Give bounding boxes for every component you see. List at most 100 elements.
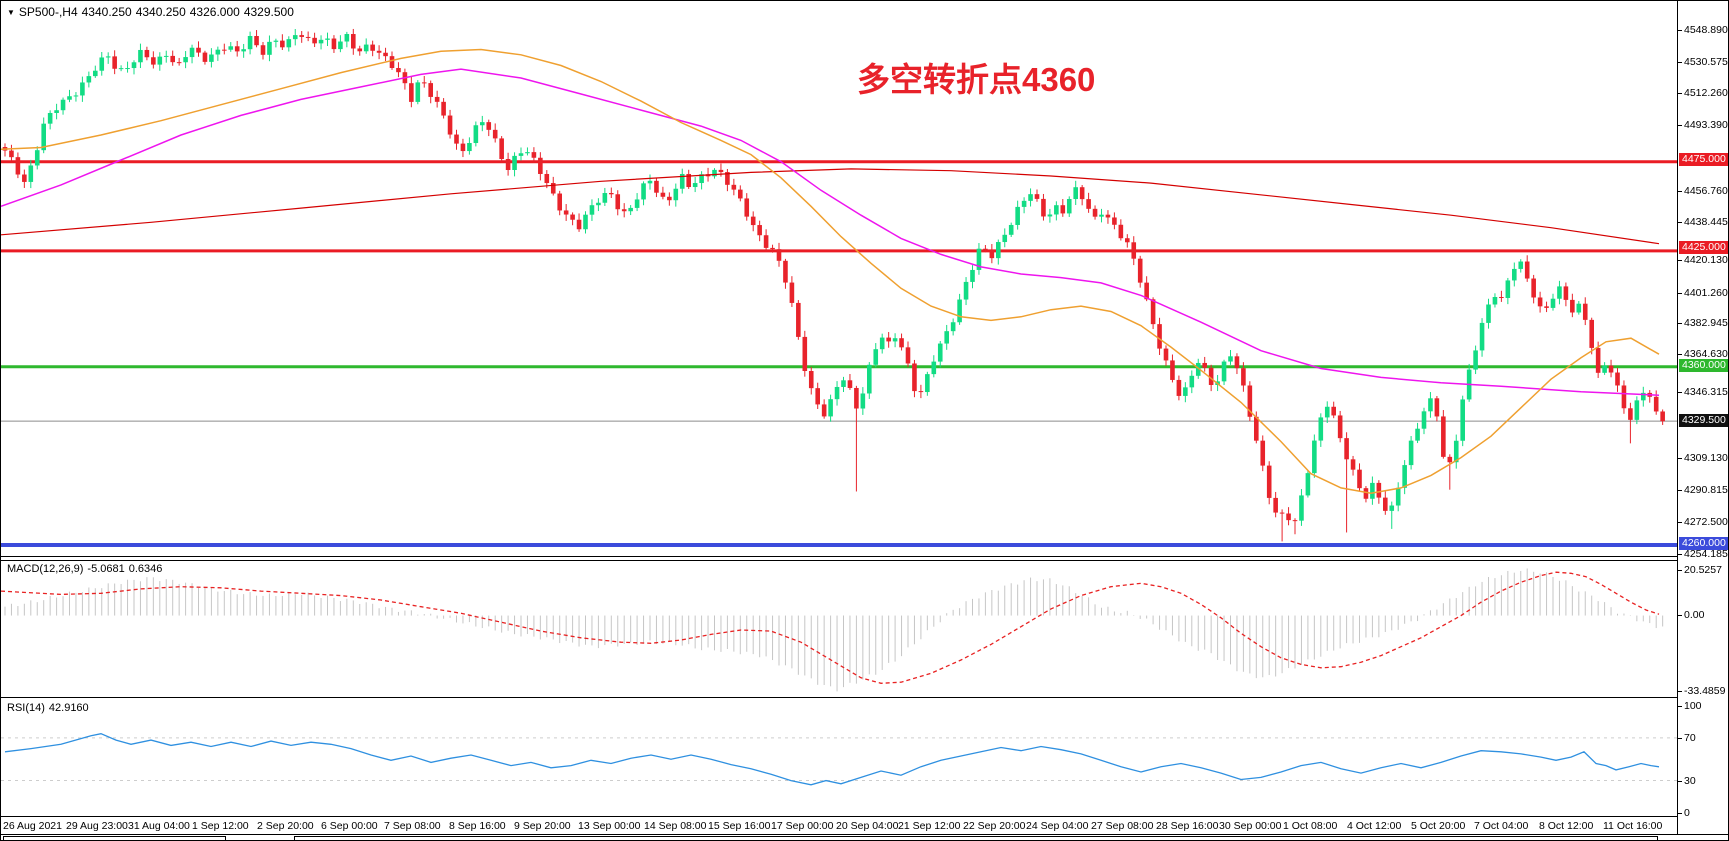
ohlc-high: 4340.250 <box>135 5 186 19</box>
price-tick-label: 4530.575 <box>1684 56 1728 68</box>
scrollbar-segment-1[interactable] <box>294 836 1658 840</box>
macd-tick-label-dash <box>1678 570 1682 571</box>
macd-name: MACD(12,26,9) <box>7 563 84 575</box>
time-tick-label: 7 Oct 04:00 <box>1474 820 1529 832</box>
pane-separator[interactable] <box>1 697 1677 698</box>
macd-value: -5.0681 <box>87 563 125 575</box>
bottom-scrollbar[interactable] <box>1 834 1728 840</box>
price-tick-label-dash <box>1678 293 1682 294</box>
ma-orange-line <box>1 48 1660 495</box>
price-tick-label: 4309.130 <box>1684 452 1728 464</box>
time-tick-label: 15 Sep 16:00 <box>708 820 771 832</box>
macd-tick-label: -33.4859 <box>1684 685 1726 697</box>
price-tick-label: 4512.260 <box>1684 87 1728 99</box>
rsi-tick-label-dash <box>1678 738 1682 739</box>
time-tick-label: 8 Sep 16:00 <box>449 820 506 832</box>
time-tick-label: 21 Sep 12:00 <box>898 820 961 832</box>
macd-tick-label: 0.00 <box>1684 609 1705 621</box>
symbol-timeframe-label: SP500-,H4 <box>18 5 78 19</box>
rsi-name: RSI(14) <box>7 702 45 714</box>
time-tick-label: 14 Sep 08:00 <box>644 820 707 832</box>
time-tick-label: 30 Sep 00:00 <box>1219 820 1282 832</box>
time-tick-label: 27 Sep 08:00 <box>1091 820 1154 832</box>
price-tick-label-dash <box>1678 490 1682 491</box>
macd-tick-label-dash <box>1678 691 1682 692</box>
macd-histogram <box>4 568 1664 692</box>
price-tick-label: 4456.760 <box>1684 185 1728 197</box>
time-tick-label: 29 Aug 23:00 <box>66 820 128 832</box>
macd-pane[interactable]: MACD(12,26,9) -5.0681 0.6346 <box>1 561 1677 698</box>
price-tick-label: 4420.130 <box>1684 254 1728 266</box>
price-tick-label-dash <box>1678 323 1682 324</box>
price-flag-4329.500: 4329.500 <box>1679 414 1728 427</box>
price-tick-label: 4364.630 <box>1684 348 1728 360</box>
time-tick-label: 7 Sep 08:00 <box>384 820 441 832</box>
symbol-dropdown-icon[interactable]: ▼ <box>7 8 15 17</box>
price-axis[interactable]: 4548.890 4530.575 4512.260 4493.390 4456.760… <box>1678 1 1728 834</box>
price-tick-label: 4493.390 <box>1684 119 1728 131</box>
price-tick-label: 4382.945 <box>1684 317 1728 329</box>
macd-signal-value: 0.6346 <box>128 563 163 575</box>
pane-separator <box>1 560 1677 561</box>
rsi-label: RSI(14) 42.9160 <box>7 702 93 714</box>
price-tick-label-dash <box>1678 222 1682 223</box>
price-tick-label-dash <box>1678 354 1682 355</box>
rsi-value: 42.9160 <box>48 702 89 714</box>
time-tick-label: 2 Sep 20:00 <box>257 820 314 832</box>
ohlc-open: 4340.250 <box>81 5 132 19</box>
price-flag-4260.000: 4260.000 <box>1679 537 1728 550</box>
candles-layer <box>2 28 1665 542</box>
price-tick-label-dash <box>1678 125 1682 126</box>
time-tick-label: 5 Oct 20:00 <box>1411 820 1466 832</box>
ohlc-low: 4326.000 <box>189 5 240 19</box>
price-tick-label: 4438.445 <box>1684 216 1728 228</box>
price-tick-label-dash <box>1678 392 1682 393</box>
rsi-tick-label: 70 <box>1684 732 1696 744</box>
rsi-chart-canvas[interactable] <box>1 700 1677 817</box>
rsi-tick-label-dash <box>1678 813 1682 814</box>
time-tick-label: 28 Sep 16:00 <box>1156 820 1219 832</box>
rsi-tick-label-dash <box>1678 781 1682 782</box>
time-tick-label: 6 Sep 00:00 <box>321 820 378 832</box>
time-tick-label: 1 Oct 08:00 <box>1283 820 1338 832</box>
ma-slow-red-line <box>1 168 1660 245</box>
rsi-line <box>4 733 1660 786</box>
price-tick-label-dash <box>1678 260 1682 261</box>
rsi-pane[interactable]: RSI(14) 42.9160 <box>1 700 1677 817</box>
price-tick-label-dash <box>1678 191 1682 192</box>
main-chart-pane[interactable]: ▼ SP500-,H4 4340.250 4340.250 4326.000 4329.5… <box>1 1 1677 557</box>
price-tick-label: 4254.185 <box>1684 548 1728 560</box>
time-tick-label: 17 Sep 00:00 <box>771 820 834 832</box>
rsi-tick-label-dash <box>1678 706 1682 707</box>
price-tick-label: 4548.890 <box>1684 24 1728 36</box>
rsi-tick-label: 0 <box>1684 807 1690 819</box>
annotation-text: 多空转折点4360 <box>857 61 1096 98</box>
price-tick-label-dash <box>1678 554 1682 555</box>
price-tick-label-dash <box>1678 458 1682 459</box>
time-tick-label: 4 Oct 12:00 <box>1347 820 1402 832</box>
macd-chart-canvas[interactable] <box>1 561 1677 698</box>
price-tick-label-dash <box>1678 522 1682 523</box>
time-tick-label: 22 Sep 20:00 <box>963 820 1026 832</box>
time-tick-label: 13 Sep 00:00 <box>578 820 641 832</box>
pane-separator <box>1 816 1677 817</box>
macd-tick-label-dash <box>1678 615 1682 616</box>
price-tick-label: 4401.260 <box>1684 287 1728 299</box>
time-tick-label: 31 Aug 04:00 <box>128 820 190 832</box>
scrollbar-segment-0[interactable] <box>3 836 226 840</box>
time-tick-label: 20 Sep 04:00 <box>836 820 899 832</box>
ma-magenta-line <box>1 68 1660 396</box>
time-tick-label: 11 Oct 16:00 <box>1603 820 1663 832</box>
candlestick-chart-canvas[interactable] <box>1 1 1677 557</box>
macd-tick-label: 20.5257 <box>1684 564 1722 576</box>
pane-separator[interactable] <box>1 556 1677 557</box>
price-tick-label: 4272.500 <box>1684 516 1728 528</box>
time-tick-label: 8 Oct 12:00 <box>1539 820 1594 832</box>
time-tick-label: 24 Sep 04:00 <box>1026 820 1089 832</box>
rsi-tick-label: 100 <box>1684 700 1702 712</box>
price-tick-label: 4346.315 <box>1684 386 1728 398</box>
price-tick-label-dash <box>1678 30 1682 31</box>
time-axis[interactable]: 26 Aug 2021 29 Aug 23:00 31 Aug 04:00 1 Sep… <box>1 817 1677 834</box>
price-tick-label-dash <box>1678 62 1682 63</box>
